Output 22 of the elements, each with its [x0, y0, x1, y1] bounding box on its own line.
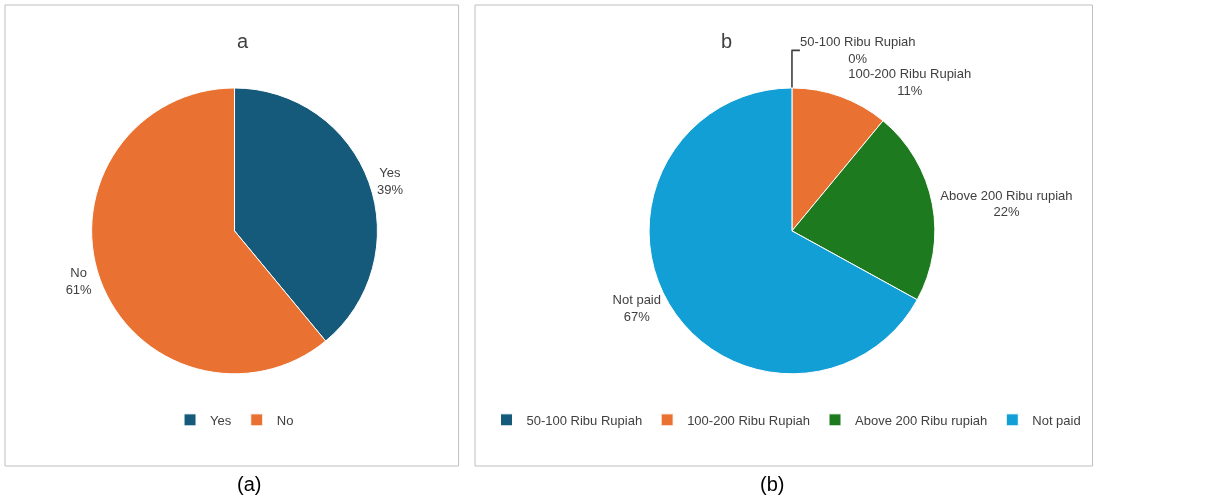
legend-label: Above 200 Ribu rupiah	[855, 412, 988, 428]
data-label: 11%	[897, 83, 923, 99]
legend-label: No	[276, 412, 294, 428]
legend-label: 50-100 Ribu Rupiah	[526, 412, 643, 428]
data-label: 39%	[376, 181, 404, 197]
data-label: 67%	[623, 308, 651, 324]
legend-label: Not paid	[1032, 412, 1081, 428]
text: (b)	[760, 473, 785, 495]
slice-label: Above 200 Ribu rupiah	[940, 187, 1073, 203]
legend-label: 100-200 Ribu Rupiah	[687, 412, 811, 428]
slice-label: No	[70, 265, 87, 281]
text: (a)	[237, 473, 262, 495]
slice-label: Yes	[379, 164, 402, 180]
slice-label: Not paid	[612, 291, 661, 307]
data-label: 22%	[993, 204, 1020, 220]
slice-label: 100-200 Ribu Rupiah	[848, 66, 972, 82]
chart-title: a	[237, 30, 249, 52]
legend-label: Yes	[210, 412, 232, 428]
category-label: 50-100 Ribu Rupiah	[799, 34, 916, 50]
text: 0%	[848, 51, 868, 67]
chart-title: b	[721, 30, 733, 52]
data-label: 61%	[65, 282, 93, 298]
